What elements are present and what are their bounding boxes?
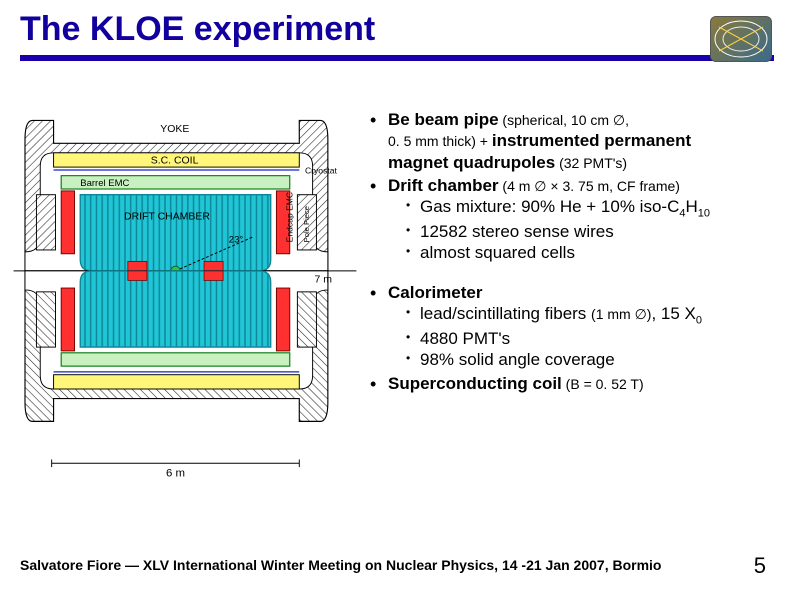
bullet-beampipe: Be beam pipe (spherical, 10 cm ∅, 0. 5 m…	[370, 109, 778, 173]
detector-diagram: YOKE S.C. COIL Barrel EMC DRIFT CHAMBER …	[10, 109, 360, 509]
bullet-calorimeter: Calorimeter lead/scintillating fibers (1…	[370, 282, 778, 371]
label-cryostat: Cryostat	[305, 166, 338, 176]
label-yoke: YOKE	[160, 124, 189, 135]
page-number: 5	[754, 553, 766, 579]
bullet-text: Be beam pipe (spherical, 10 cm ∅, 0. 5 m…	[370, 109, 778, 514]
label-pole: Pole Piece	[302, 206, 311, 242]
label-angle: 23°	[229, 234, 244, 245]
footer-text: Salvatore Fiore — XLV International Wint…	[20, 557, 661, 573]
label-coil: S.C. COIL	[151, 155, 199, 166]
label-width: 7 m	[315, 274, 333, 285]
label-barrel: Barrel EMC	[80, 178, 129, 189]
label-endcap: Endcap EMC	[285, 192, 295, 242]
slide-title: The KLOE experiment	[20, 10, 774, 49]
label-height: 6 m	[166, 468, 185, 480]
bullet-drift: Drift chamber (4 m ∅ × 3. 75 m, CF frame…	[370, 175, 778, 264]
experiment-logo-icon	[710, 16, 772, 62]
bullet-sccoil: Superconducting coil (B = 0. 52 T)	[370, 373, 778, 394]
label-drift: DRIFT CHAMBER	[124, 211, 210, 222]
